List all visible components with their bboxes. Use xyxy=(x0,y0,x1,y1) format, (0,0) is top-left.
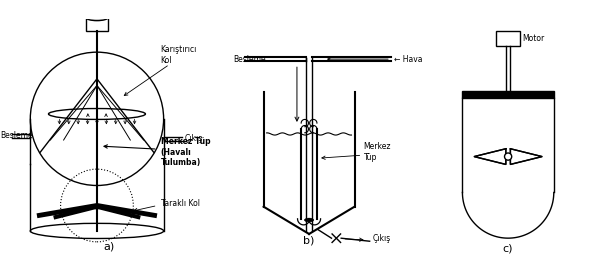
Text: Karıştırıcı
Kol: Karıştırıcı Kol xyxy=(161,45,197,65)
Ellipse shape xyxy=(86,15,108,21)
Text: Merkez Tüp
(Havalı
Tulumba): Merkez Tüp (Havalı Tulumba) xyxy=(161,137,210,167)
Text: Besleme: Besleme xyxy=(233,55,266,64)
Text: Çıkış: Çıkış xyxy=(185,134,203,143)
Text: Motor: Motor xyxy=(522,34,545,43)
Text: Merkez
Tüp: Merkez Tüp xyxy=(364,142,391,162)
Bar xyxy=(496,31,520,46)
Ellipse shape xyxy=(304,218,314,222)
Text: ← Hava: ← Hava xyxy=(394,55,422,64)
Text: Çıkış: Çıkış xyxy=(373,234,391,243)
Text: Taraklı Kol: Taraklı Kol xyxy=(161,199,199,208)
Circle shape xyxy=(505,153,511,160)
Polygon shape xyxy=(474,149,506,164)
Text: Besleme: Besleme xyxy=(0,131,33,140)
Bar xyxy=(86,18,108,31)
Bar xyxy=(462,91,554,98)
Text: a): a) xyxy=(104,241,115,251)
Text: b): b) xyxy=(304,235,315,245)
Text: c): c) xyxy=(503,243,513,253)
Polygon shape xyxy=(510,149,542,164)
